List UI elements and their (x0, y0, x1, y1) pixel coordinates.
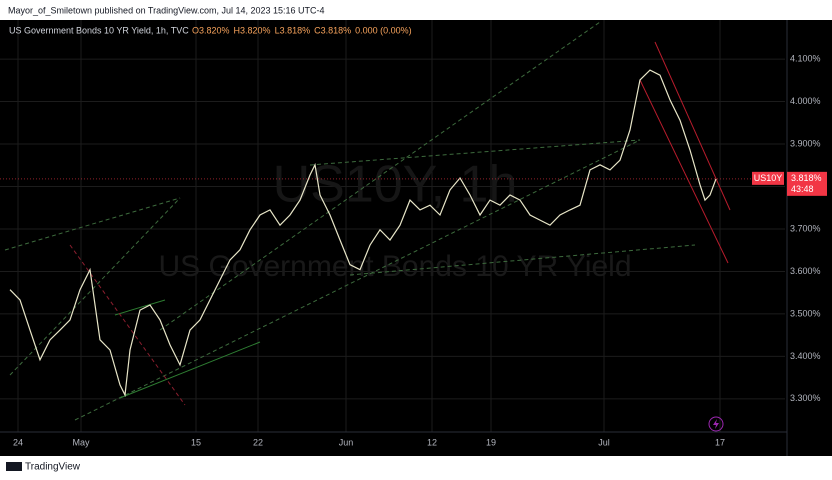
trend-line (159, 21, 601, 331)
trend-line (74, 139, 641, 421)
ohlc-value: C3.818% (314, 25, 351, 35)
y-tick-label: 3.300% (790, 393, 821, 403)
y-tick-label: 3.400% (790, 351, 821, 361)
x-tick-label: 15 (191, 437, 201, 447)
chart-title: US Government Bonds 10 YR Yield, 1h, TVC (9, 25, 189, 35)
ohlc-value: H3.820% (234, 25, 271, 35)
trend-line (9, 197, 181, 376)
y-tick-label: 4.000% (790, 96, 821, 106)
drawings (4, 21, 731, 421)
x-tick-label: 17 (715, 437, 725, 447)
trend-line (114, 299, 166, 316)
event-icon[interactable] (708, 416, 724, 432)
y-tick-label: 3.900% (790, 138, 821, 148)
price-line (9, 69, 717, 398)
ohlc-value: L3.818% (275, 25, 311, 35)
symbol-box (752, 171, 784, 185)
grid (0, 20, 785, 432)
x-tick-label: Jul (598, 437, 610, 447)
price-box (787, 171, 827, 196)
event-icon-bolt (713, 419, 719, 429)
logo (6, 462, 22, 471)
x-tick-label: 24 (13, 437, 23, 447)
ohlc-value: 0.000 (0.00%) (355, 25, 412, 35)
y-tick-label: 3.600% (790, 266, 821, 276)
channel-line (639, 79, 729, 264)
y-tick-label: 3.500% (790, 308, 821, 318)
countdown: 43:48 (791, 184, 814, 194)
trend-line (4, 197, 181, 251)
chart-background (0, 20, 832, 456)
x-tick-label: 12 (427, 437, 437, 447)
x-tick-label: May (72, 437, 90, 447)
trend-line (69, 244, 186, 406)
y-tick-label: 3.700% (790, 223, 821, 233)
ohlc-value: O3.820% (192, 25, 230, 35)
x-tick-label: Jun (339, 437, 354, 447)
symbol-label: US10Y (754, 173, 783, 183)
x-tick-label: 22 (253, 437, 263, 447)
trend-line (349, 244, 696, 276)
x-tick-label: 19 (486, 437, 496, 447)
watermark: US10Y, 1h (273, 156, 518, 214)
channel-line (654, 41, 731, 211)
watermark-subtitle: US Government Bonds 10 YR Yield (158, 250, 631, 283)
trend-line (309, 139, 641, 166)
footer: TradingView (25, 462, 81, 473)
plot (9, 69, 717, 398)
last-price-label: 3.818% (791, 173, 822, 183)
header: Mayor_of_Smiletown published on TradingV… (8, 5, 325, 15)
trend-line (119, 341, 261, 399)
ohlc-legend: O3.820% H3.820% L3.818% C3.818% 0.000 (0.00%… (192, 25, 412, 35)
y-tick-label: 4.100% (790, 53, 821, 63)
